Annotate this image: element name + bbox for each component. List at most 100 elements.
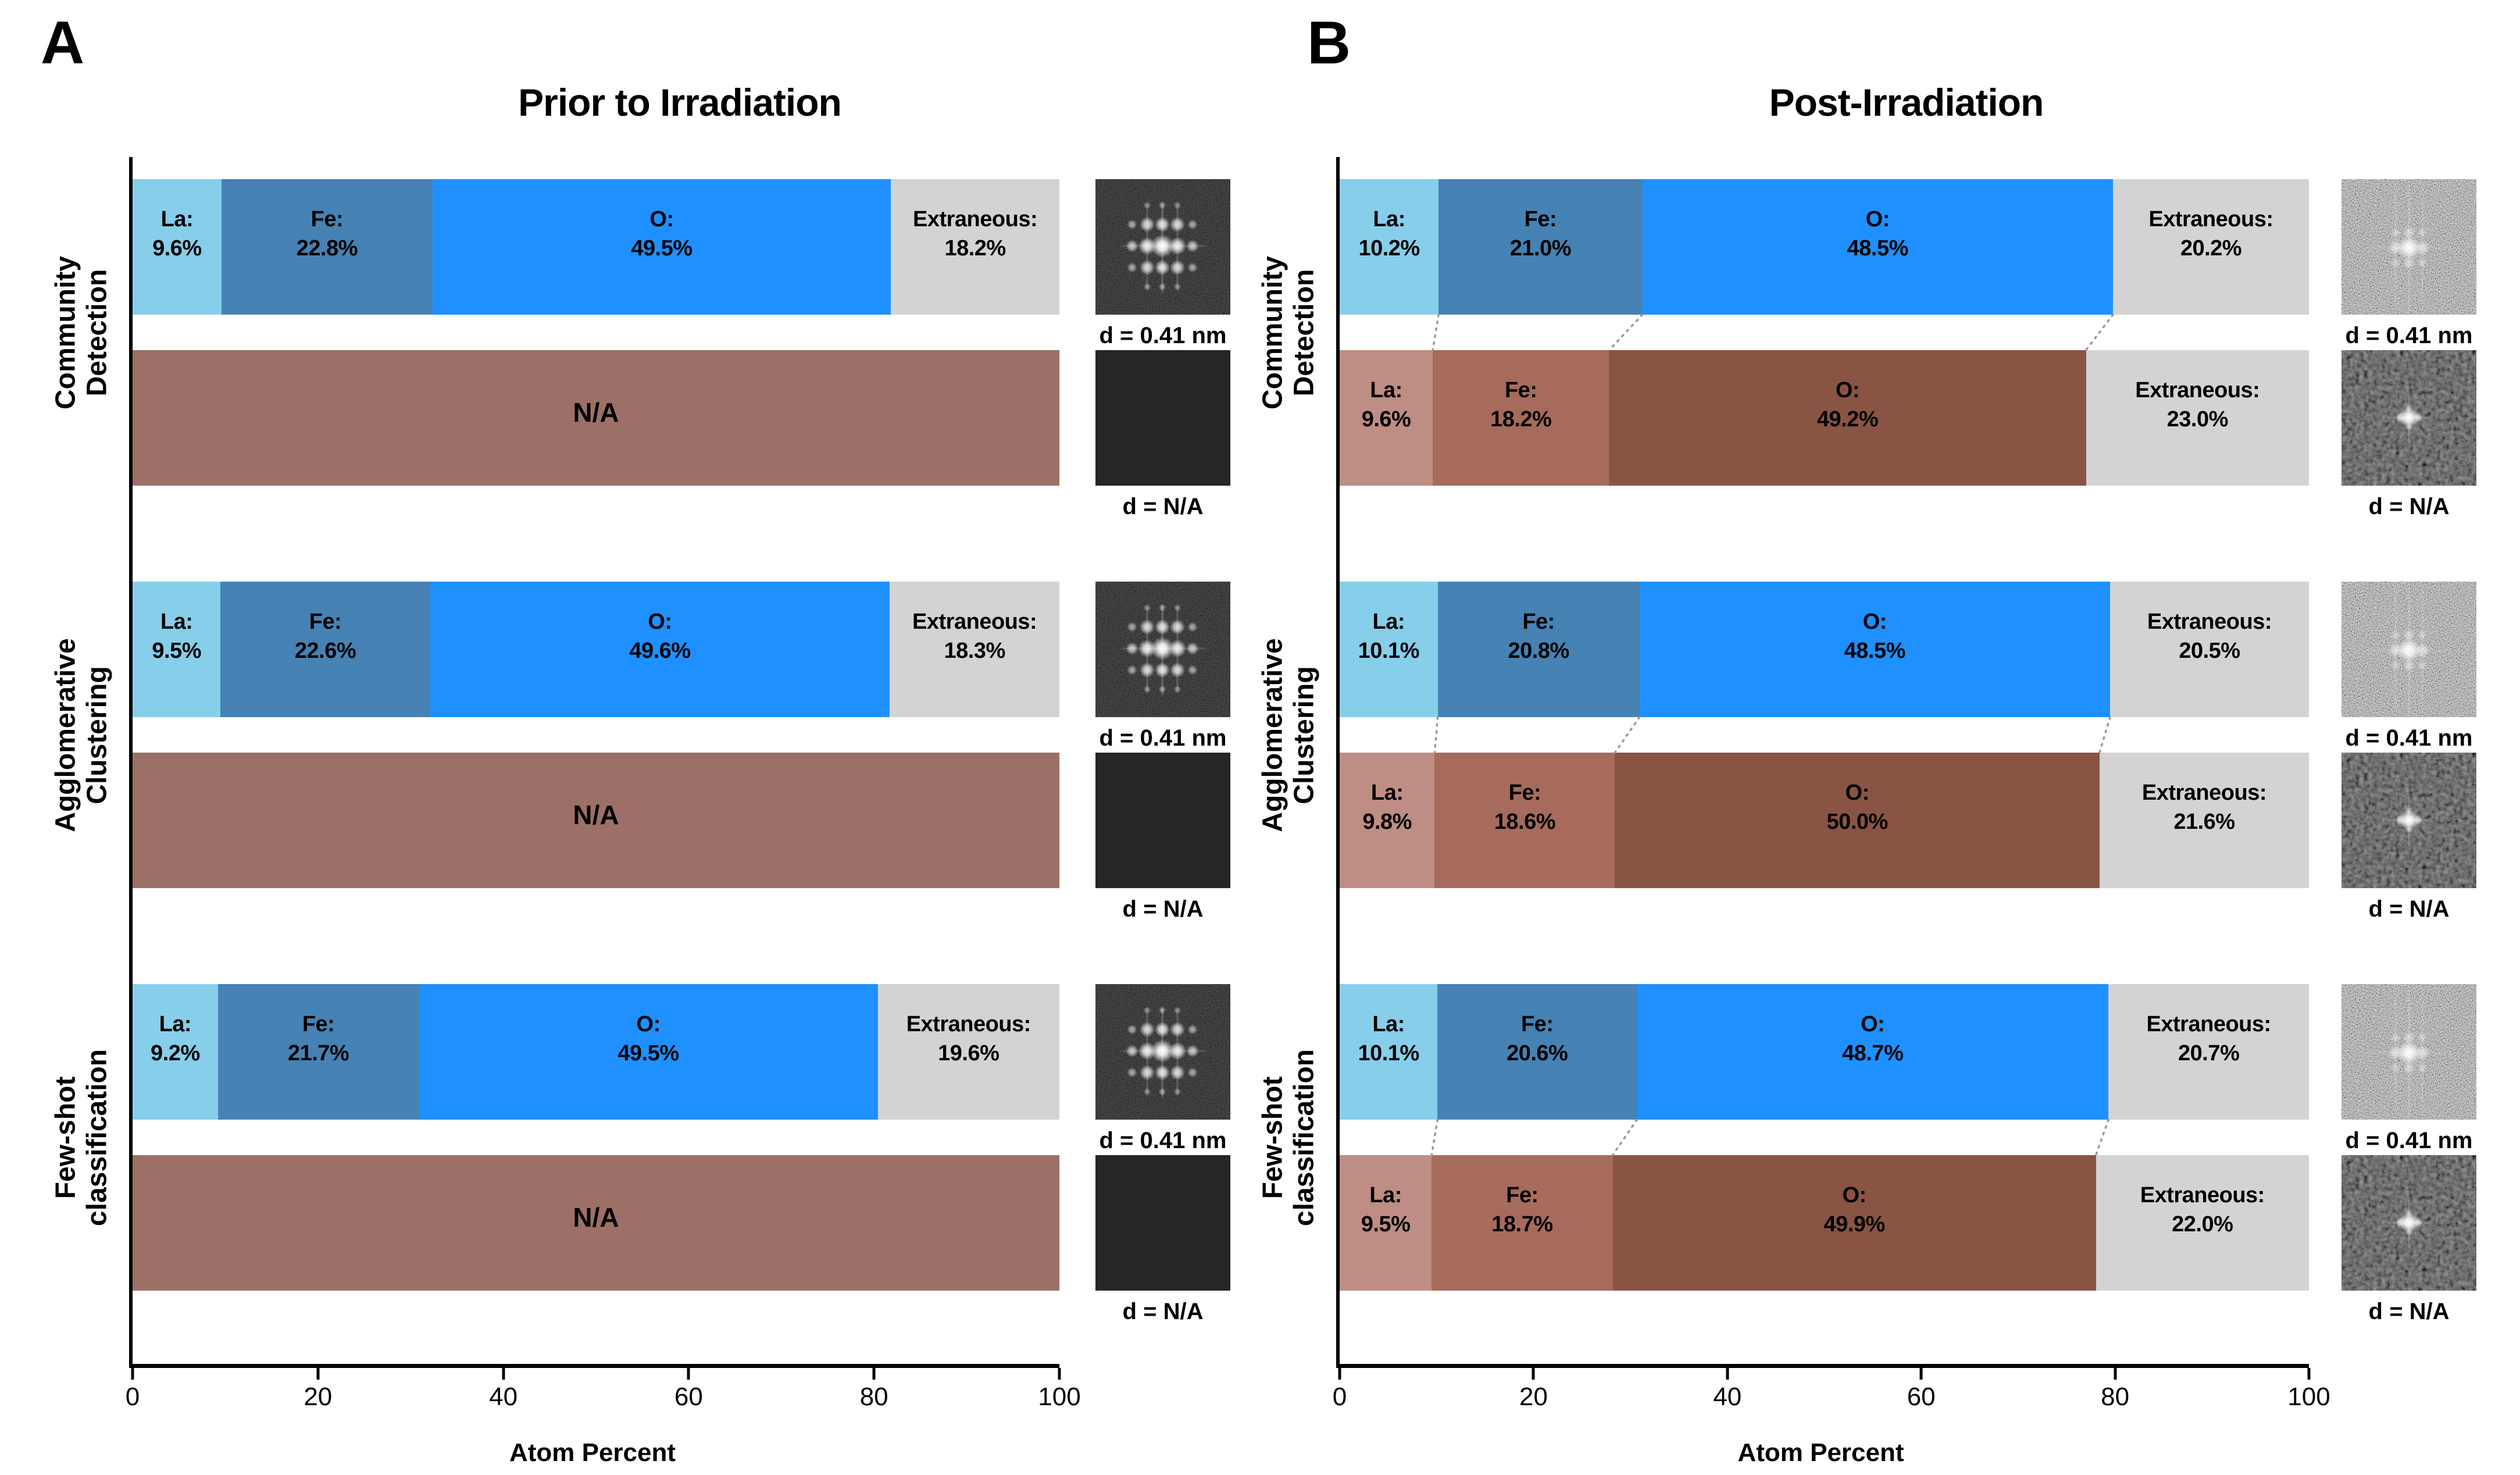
bar-segment-fe: Fe: 20.6%: [1437, 984, 1637, 1120]
bar-segment-la: La: 10.2%: [1340, 179, 1439, 315]
bar-segment-o: O: 49.6%: [430, 582, 890, 717]
segment-name: La:: [1370, 781, 1404, 806]
segment-name: Fe:: [309, 610, 342, 635]
fft-d-spacing-caption: d = 0.41 nm: [2345, 725, 2473, 751]
segment-value: 21.7%: [287, 1041, 349, 1066]
segment-value: 49.5%: [617, 1041, 679, 1066]
segment-value: 10.1%: [1358, 638, 1420, 663]
x-axis-tick-label: 0: [125, 1383, 140, 1411]
segment-name: O:: [1861, 1012, 1885, 1037]
segment-name: La:: [1372, 1012, 1405, 1037]
segment-name: Extraneous:: [2140, 1183, 2265, 1208]
panel-b-x-axis-label: Atom Percent: [1737, 1438, 1904, 1467]
row-label-line: Community: [1257, 255, 1288, 409]
segment-label: Fe: 20.8%: [1508, 608, 1569, 665]
segment-name: Extraneous:: [913, 207, 1038, 232]
fft-inset-image: [1095, 1155, 1230, 1291]
panel-b-title: Post-Irradiation: [1769, 81, 2044, 124]
x-axis-tick: [316, 1368, 320, 1380]
bar-segment-extraneous: Extraneous: 19.6%: [877, 984, 1059, 1120]
bar-segment-la: La: 9.6%: [1340, 350, 1433, 486]
row-label-line: classification: [1288, 1049, 1319, 1226]
x-axis-tick: [1058, 1368, 1061, 1380]
segment-value: 23.0%: [2166, 407, 2229, 432]
fft-d-spacing-caption: d = 0.41 nm: [1099, 323, 1227, 348]
fft-inset-image: [1095, 350, 1230, 486]
bar-segment-fe: Fe: 20.8%: [1437, 582, 1640, 717]
bar-segment-o: O: 48.5%: [1642, 179, 2113, 315]
bar-segment-la: La: 9.8%: [1340, 753, 1435, 888]
x-axis-tick: [1919, 1368, 1923, 1380]
x-axis-tick-label: 100: [1038, 1383, 1081, 1411]
x-axis-tick-label: 80: [2101, 1383, 2130, 1411]
segment-name: O:: [1865, 207, 1890, 232]
segment-name: Extraneous:: [2147, 610, 2272, 635]
fft-d-spacing-caption: d = N/A: [1122, 494, 1204, 519]
x-axis-tick: [2114, 1368, 2117, 1380]
segment-name: Fe:: [302, 1012, 335, 1037]
segment-value: 21.6%: [2173, 809, 2235, 834]
segment-name: O:: [1845, 781, 1870, 806]
segment-name: Extraneous:: [2146, 1012, 2272, 1037]
segment-label: La: 10.1%: [1358, 1010, 1419, 1068]
row-label-agglomerative-clustering: Agglomerative Clustering: [1257, 555, 1320, 915]
segment-name: Fe:: [1520, 1012, 1554, 1037]
stacked-bar: La: 10.2% Fe: 21.0% O: 48.5% Extraneous: 20.2%: [1340, 179, 2309, 315]
segment-label: O: 49.5%: [631, 205, 693, 263]
fft-d-spacing-caption: d = 0.41 nm: [2345, 1128, 2473, 1153]
bar-segment-la: La: 10.1%: [1340, 984, 1438, 1120]
segment-value: 22.0%: [2172, 1212, 2233, 1237]
segment-label: O: 48.7%: [1842, 1010, 1904, 1068]
stacked-bar: La: 9.6% Fe: 18.2% O: 49.2% Extraneous: 23.0%: [1340, 350, 2309, 486]
panel-a-title: Prior to Irradiation: [518, 81, 842, 124]
x-axis-tick-label: 80: [859, 1383, 888, 1411]
x-axis-tick-label: 20: [1519, 1383, 1548, 1411]
x-axis-tick: [1338, 1368, 1341, 1380]
segment-label: Fe: 18.7%: [1491, 1181, 1553, 1239]
fft-inset-image: [1095, 753, 1230, 888]
segment-name: Extraneous:: [2148, 207, 2273, 232]
fft-d-spacing-caption: d = 0.41 nm: [1099, 1128, 1227, 1153]
x-axis-tick-label: 40: [1713, 1383, 1742, 1411]
bar-segment-fe: Fe: 18.2%: [1433, 350, 1609, 486]
x-axis-tick: [502, 1368, 505, 1380]
segment-name: Fe:: [310, 207, 344, 232]
segment-label: O: 50.0%: [1827, 779, 1889, 836]
x-axis-tick-label: 60: [674, 1383, 703, 1411]
row-label-line: Clustering: [1288, 665, 1319, 804]
x-axis-tick: [131, 1368, 134, 1380]
na-bar: N/A: [133, 753, 1059, 888]
segment-value: 20.6%: [1507, 1041, 1568, 1066]
segment-label: La: 9.5%: [152, 608, 201, 665]
x-axis-tick: [1726, 1368, 1729, 1380]
segment-value: 18.2%: [1490, 407, 1552, 432]
segment-label: Fe: 18.2%: [1490, 376, 1552, 434]
x-axis-tick: [1532, 1368, 1535, 1380]
stacked-bar: La: 9.8% Fe: 18.6% O: 50.0% Extraneous: 21.6%: [1340, 753, 2309, 888]
segment-label: Extraneous: 20.5%: [2147, 608, 2272, 665]
segment-name: Extraneous:: [912, 610, 1037, 635]
bar-segment-o: O: 49.5%: [432, 179, 891, 315]
segment-name: Fe:: [1508, 781, 1541, 806]
segment-value: 20.7%: [2178, 1041, 2240, 1066]
bar-segment-fe: Fe: 21.7%: [217, 984, 419, 1120]
segment-name: Extraneous:: [2135, 378, 2260, 403]
segment-value: 22.6%: [294, 638, 356, 663]
fft-inset-image: [2341, 179, 2476, 315]
segment-name: Fe:: [1506, 1183, 1539, 1208]
segment-label: O: 49.6%: [629, 608, 691, 665]
segment-value: 48.5%: [1847, 236, 1909, 261]
segment-name: O:: [1862, 610, 1887, 635]
na-label: N/A: [573, 1202, 619, 1232]
segment-value: 48.5%: [1844, 638, 1906, 663]
segment-label: Extraneous: 21.6%: [2142, 779, 2267, 836]
fft-inset-image: [1095, 179, 1230, 315]
segment-value: 18.6%: [1494, 809, 1556, 834]
row-label-line: Detection: [1288, 269, 1319, 396]
segment-name: O:: [1842, 1183, 1867, 1208]
segment-label: O: 49.9%: [1823, 1181, 1885, 1239]
segment-name: O:: [1835, 378, 1860, 403]
segment-name: O:: [649, 207, 674, 232]
